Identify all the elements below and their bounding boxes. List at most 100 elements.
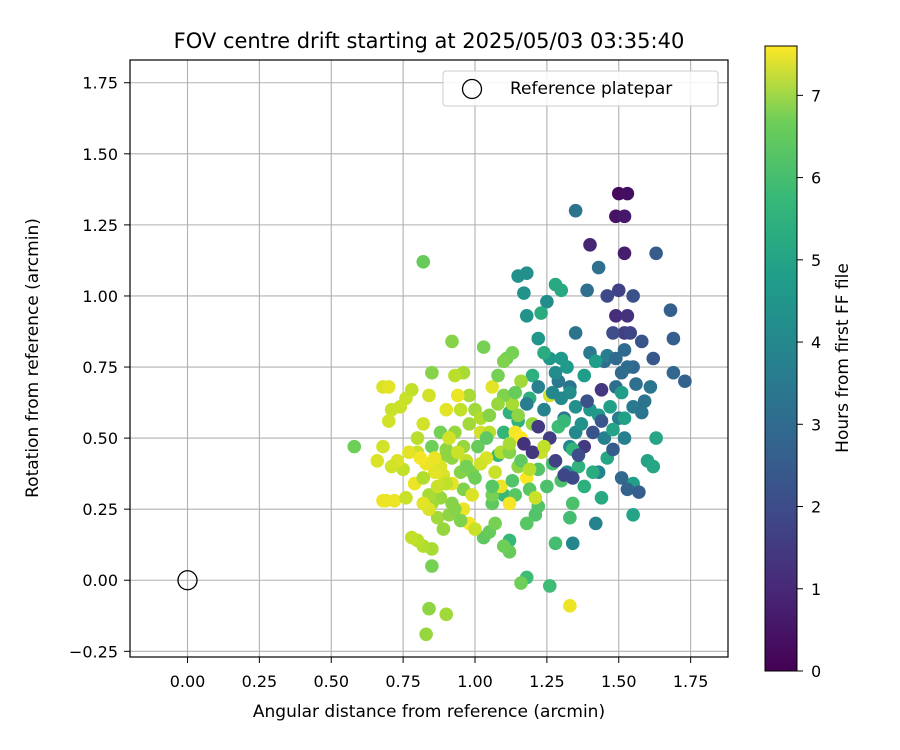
scatter-point [563,599,577,613]
scatter-point [583,237,597,252]
scatter-point [617,209,632,224]
scatter-point [488,465,502,480]
scatter-point [643,380,658,394]
scatter-point [554,283,569,298]
scatter-point [540,294,554,309]
scatter-point [450,445,465,460]
scatter-point [476,340,491,354]
legend-label: Reference platepar [510,79,672,99]
scatter-point [537,402,551,417]
scatter-point [525,368,540,383]
scatter-point [416,255,431,269]
scatter-point [545,385,560,400]
scatter-point [666,331,681,346]
scatter-point [462,417,477,431]
scatter-point [603,400,617,414]
x-axis-label: Angular distance from reference (arcmin) [253,702,605,722]
scatter-point [594,382,609,397]
scatter-point [511,408,525,423]
scatter-point [537,346,551,360]
scatter-point [617,246,632,261]
scatter-point [465,488,479,502]
scatter-point [384,459,399,474]
scatter-point [491,368,505,383]
scatter-point [646,459,661,474]
scatter-point [557,468,571,482]
scatter-point [649,246,663,261]
scatter-point [557,414,571,428]
scatter-point [448,502,462,516]
scatter-point [565,536,580,551]
reference-marker [177,570,198,591]
scatter-point [620,309,635,323]
scatter-point [537,439,551,454]
colorbar-tick-label: 1 [811,580,821,599]
scatter-point [485,380,500,394]
scatter-point [563,510,577,525]
scatter-point [473,456,488,471]
scatter-point [508,385,523,400]
scatter-point [430,479,445,494]
scatter-point [626,289,640,303]
scatter-point [387,493,402,508]
scatter-point [519,397,534,411]
scatter-point [450,388,465,403]
x-tick-label: 1.25 [529,672,565,691]
scatter-point [422,388,436,403]
scatter-point [376,493,390,508]
y-tick-label: 0.00 [82,571,118,590]
scatter-point [448,368,462,383]
scatter-point [568,400,583,414]
scatter-point [505,473,520,488]
scatter-point [439,607,454,622]
scatter-point [565,496,580,511]
scatter-point [620,482,635,497]
scatter-point [462,388,477,403]
scatter-point [419,627,433,642]
scatter-point [416,496,431,511]
scatter-point [519,516,534,531]
scatter-point [502,496,517,511]
scatter-point [468,471,482,485]
scatter-point [611,283,626,298]
scatter-point [560,360,574,374]
scatter-point [571,459,586,474]
scatter-point [609,309,623,323]
scatter-point [666,365,681,380]
scatter-point [542,579,557,593]
scatter-point [528,491,543,505]
scatter-point [531,419,546,434]
scatter-point [649,431,663,445]
x-tick-label: 0.50 [313,672,349,691]
scatter-point [425,365,439,380]
x-tick-label: 0.25 [242,672,278,691]
scatter-point [439,448,454,462]
scatter-point [646,351,661,366]
scatter-point [410,431,425,445]
scatter-point [416,417,431,431]
colorbar-tick-label: 6 [811,169,821,188]
y-tick-label: 0.50 [82,429,118,448]
scatter-point [514,454,528,468]
scatter-point [413,451,428,465]
plot-frame [129,59,729,658]
scatter-point [634,405,649,420]
scatter-point [511,269,525,283]
scatter-point [453,402,468,417]
x-tick-label: 0.75 [385,672,421,691]
scatter-point [525,445,540,460]
scatter-point [427,451,442,465]
legend: Reference platepar [442,70,719,107]
scatter-point [580,283,594,298]
scatter-point [488,516,502,531]
y-axis-label: Rotation from reference (arcmin) [23,218,43,498]
scatter-point [548,536,563,551]
x-tick-label: 1.75 [673,672,709,691]
scatter-point [540,479,554,494]
scatter-point [588,516,603,531]
scatter-point [445,334,459,349]
scatter-point [404,530,419,545]
scatter-point [399,491,413,505]
scatter-point [485,479,500,494]
scatter-point [381,380,396,394]
